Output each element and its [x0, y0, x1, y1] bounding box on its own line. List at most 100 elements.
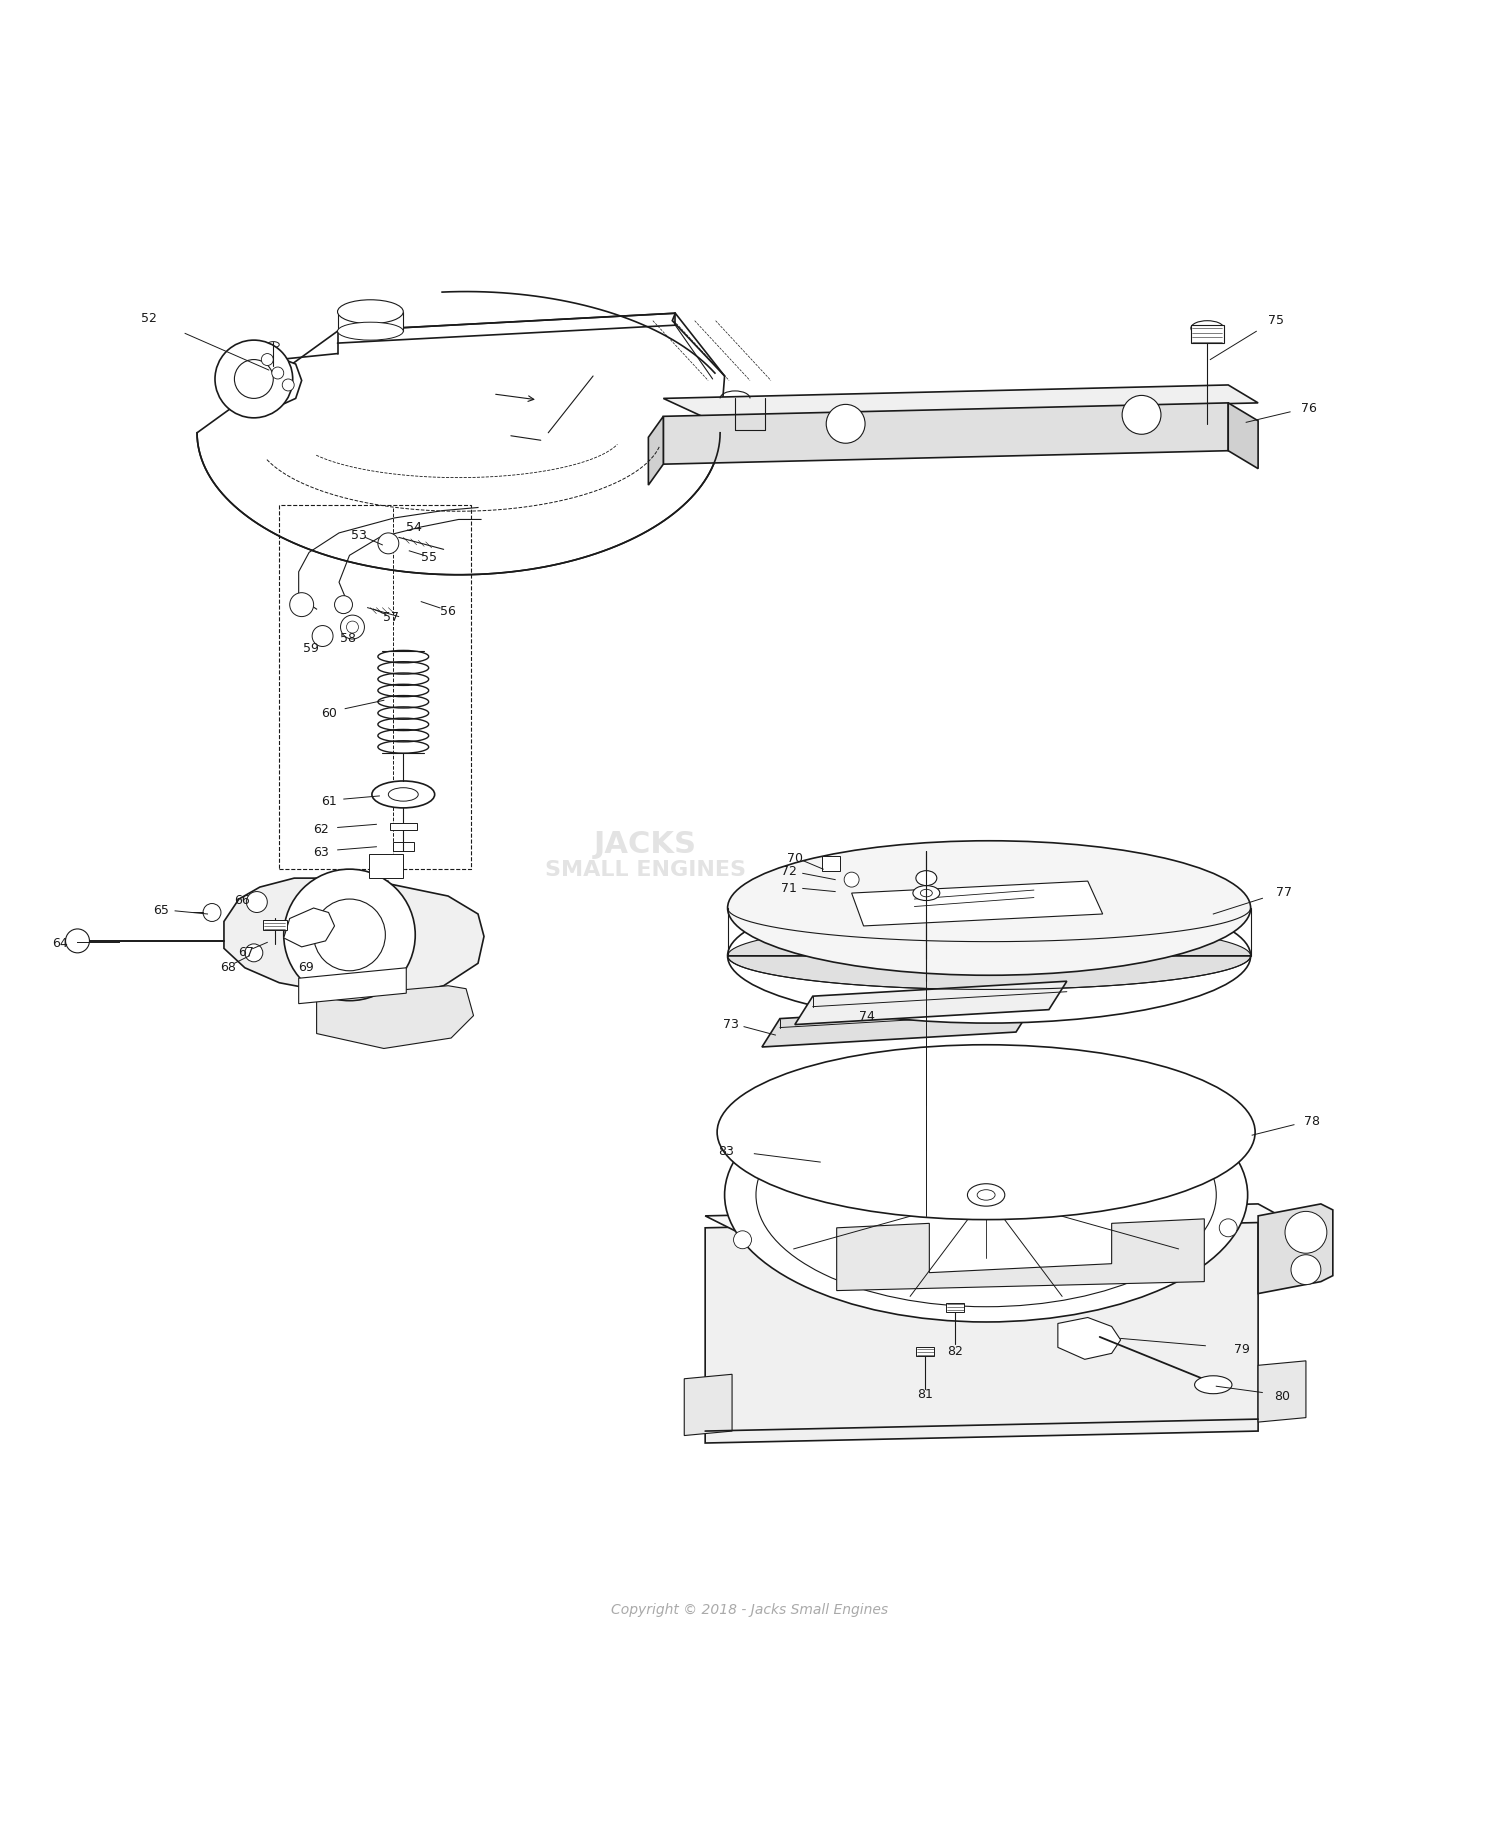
Text: 71: 71: [782, 881, 796, 893]
Ellipse shape: [756, 1083, 1216, 1307]
Ellipse shape: [338, 323, 404, 341]
Circle shape: [272, 368, 284, 379]
Text: 53: 53: [351, 529, 366, 541]
Ellipse shape: [1194, 1376, 1231, 1395]
Circle shape: [202, 904, 220, 922]
Polygon shape: [298, 968, 406, 1004]
Ellipse shape: [1191, 321, 1224, 337]
Text: 73: 73: [723, 1017, 738, 1030]
Text: 64: 64: [51, 937, 68, 950]
Polygon shape: [837, 1220, 1204, 1291]
Circle shape: [314, 899, 386, 972]
Circle shape: [844, 873, 859, 888]
Text: 69: 69: [298, 961, 314, 973]
Text: JACKS: JACKS: [594, 829, 698, 859]
Text: 66: 66: [234, 893, 250, 906]
Text: 76: 76: [1300, 401, 1317, 414]
Text: 63: 63: [314, 846, 328, 859]
Bar: [393, 842, 414, 851]
Circle shape: [1286, 1212, 1328, 1254]
Polygon shape: [284, 908, 334, 948]
Text: 75: 75: [1268, 314, 1284, 326]
Text: 59: 59: [303, 642, 318, 654]
Polygon shape: [338, 312, 404, 332]
Text: 80: 80: [1274, 1389, 1290, 1402]
Ellipse shape: [724, 1068, 1248, 1322]
Bar: [279, 505, 471, 870]
Text: 83: 83: [718, 1145, 734, 1158]
Polygon shape: [196, 314, 724, 576]
Polygon shape: [369, 855, 404, 879]
Polygon shape: [852, 882, 1102, 926]
Ellipse shape: [921, 890, 933, 897]
Ellipse shape: [914, 886, 940, 901]
Bar: [916, 1347, 934, 1356]
Text: 82: 82: [946, 1344, 963, 1356]
Polygon shape: [684, 1375, 732, 1437]
Polygon shape: [648, 417, 663, 485]
Text: 81: 81: [916, 1387, 933, 1400]
Text: 78: 78: [1304, 1114, 1320, 1127]
Ellipse shape: [728, 840, 1251, 975]
Circle shape: [312, 627, 333, 647]
Polygon shape: [663, 403, 1228, 465]
Text: 68: 68: [220, 961, 237, 973]
Circle shape: [340, 616, 364, 640]
Ellipse shape: [372, 782, 435, 808]
Text: 55: 55: [420, 551, 436, 563]
Ellipse shape: [717, 1045, 1256, 1220]
Polygon shape: [795, 983, 1066, 1025]
Text: 58: 58: [340, 633, 356, 645]
Ellipse shape: [968, 1185, 1005, 1207]
Circle shape: [282, 379, 294, 392]
Polygon shape: [705, 1216, 1258, 1444]
Bar: [946, 1303, 963, 1313]
Ellipse shape: [388, 788, 418, 802]
Polygon shape: [1258, 1205, 1334, 1294]
Circle shape: [284, 870, 416, 1001]
Polygon shape: [1228, 403, 1258, 469]
Text: 65: 65: [153, 904, 170, 917]
Text: 62: 62: [314, 822, 328, 837]
Text: 72: 72: [782, 864, 796, 877]
Circle shape: [244, 944, 262, 963]
Circle shape: [334, 596, 352, 614]
Ellipse shape: [66, 930, 90, 953]
Polygon shape: [1058, 1318, 1120, 1360]
Text: 61: 61: [321, 795, 336, 808]
Polygon shape: [663, 386, 1258, 417]
Text: Copyright © 2018 - Jacks Small Engines: Copyright © 2018 - Jacks Small Engines: [612, 1602, 888, 1615]
Text: 79: 79: [1233, 1342, 1250, 1356]
Text: 70: 70: [788, 851, 802, 864]
Bar: [822, 857, 840, 871]
Circle shape: [261, 354, 273, 366]
Ellipse shape: [728, 890, 1251, 1023]
Circle shape: [246, 891, 267, 913]
Text: 54: 54: [406, 521, 422, 534]
Text: SMALL ENGINES: SMALL ENGINES: [544, 860, 746, 881]
Text: 77: 77: [1275, 886, 1292, 899]
Ellipse shape: [976, 1190, 994, 1201]
Text: 67: 67: [238, 946, 255, 959]
Circle shape: [827, 405, 866, 445]
Bar: [1191, 326, 1224, 345]
Polygon shape: [762, 1004, 1034, 1048]
Circle shape: [1220, 1220, 1238, 1238]
Circle shape: [1292, 1254, 1322, 1285]
Bar: [262, 921, 286, 932]
Text: 56: 56: [440, 605, 456, 618]
Circle shape: [1122, 396, 1161, 436]
Circle shape: [234, 361, 273, 399]
Circle shape: [290, 592, 314, 618]
Polygon shape: [728, 922, 1251, 990]
Ellipse shape: [916, 871, 938, 886]
Text: 60: 60: [321, 706, 336, 720]
Bar: [390, 824, 417, 831]
Text: 52: 52: [141, 312, 158, 324]
Polygon shape: [216, 354, 302, 407]
Polygon shape: [224, 879, 484, 999]
Polygon shape: [316, 986, 474, 1048]
Text: 74: 74: [858, 1010, 874, 1023]
Polygon shape: [705, 1205, 1292, 1234]
Polygon shape: [1258, 1362, 1306, 1422]
